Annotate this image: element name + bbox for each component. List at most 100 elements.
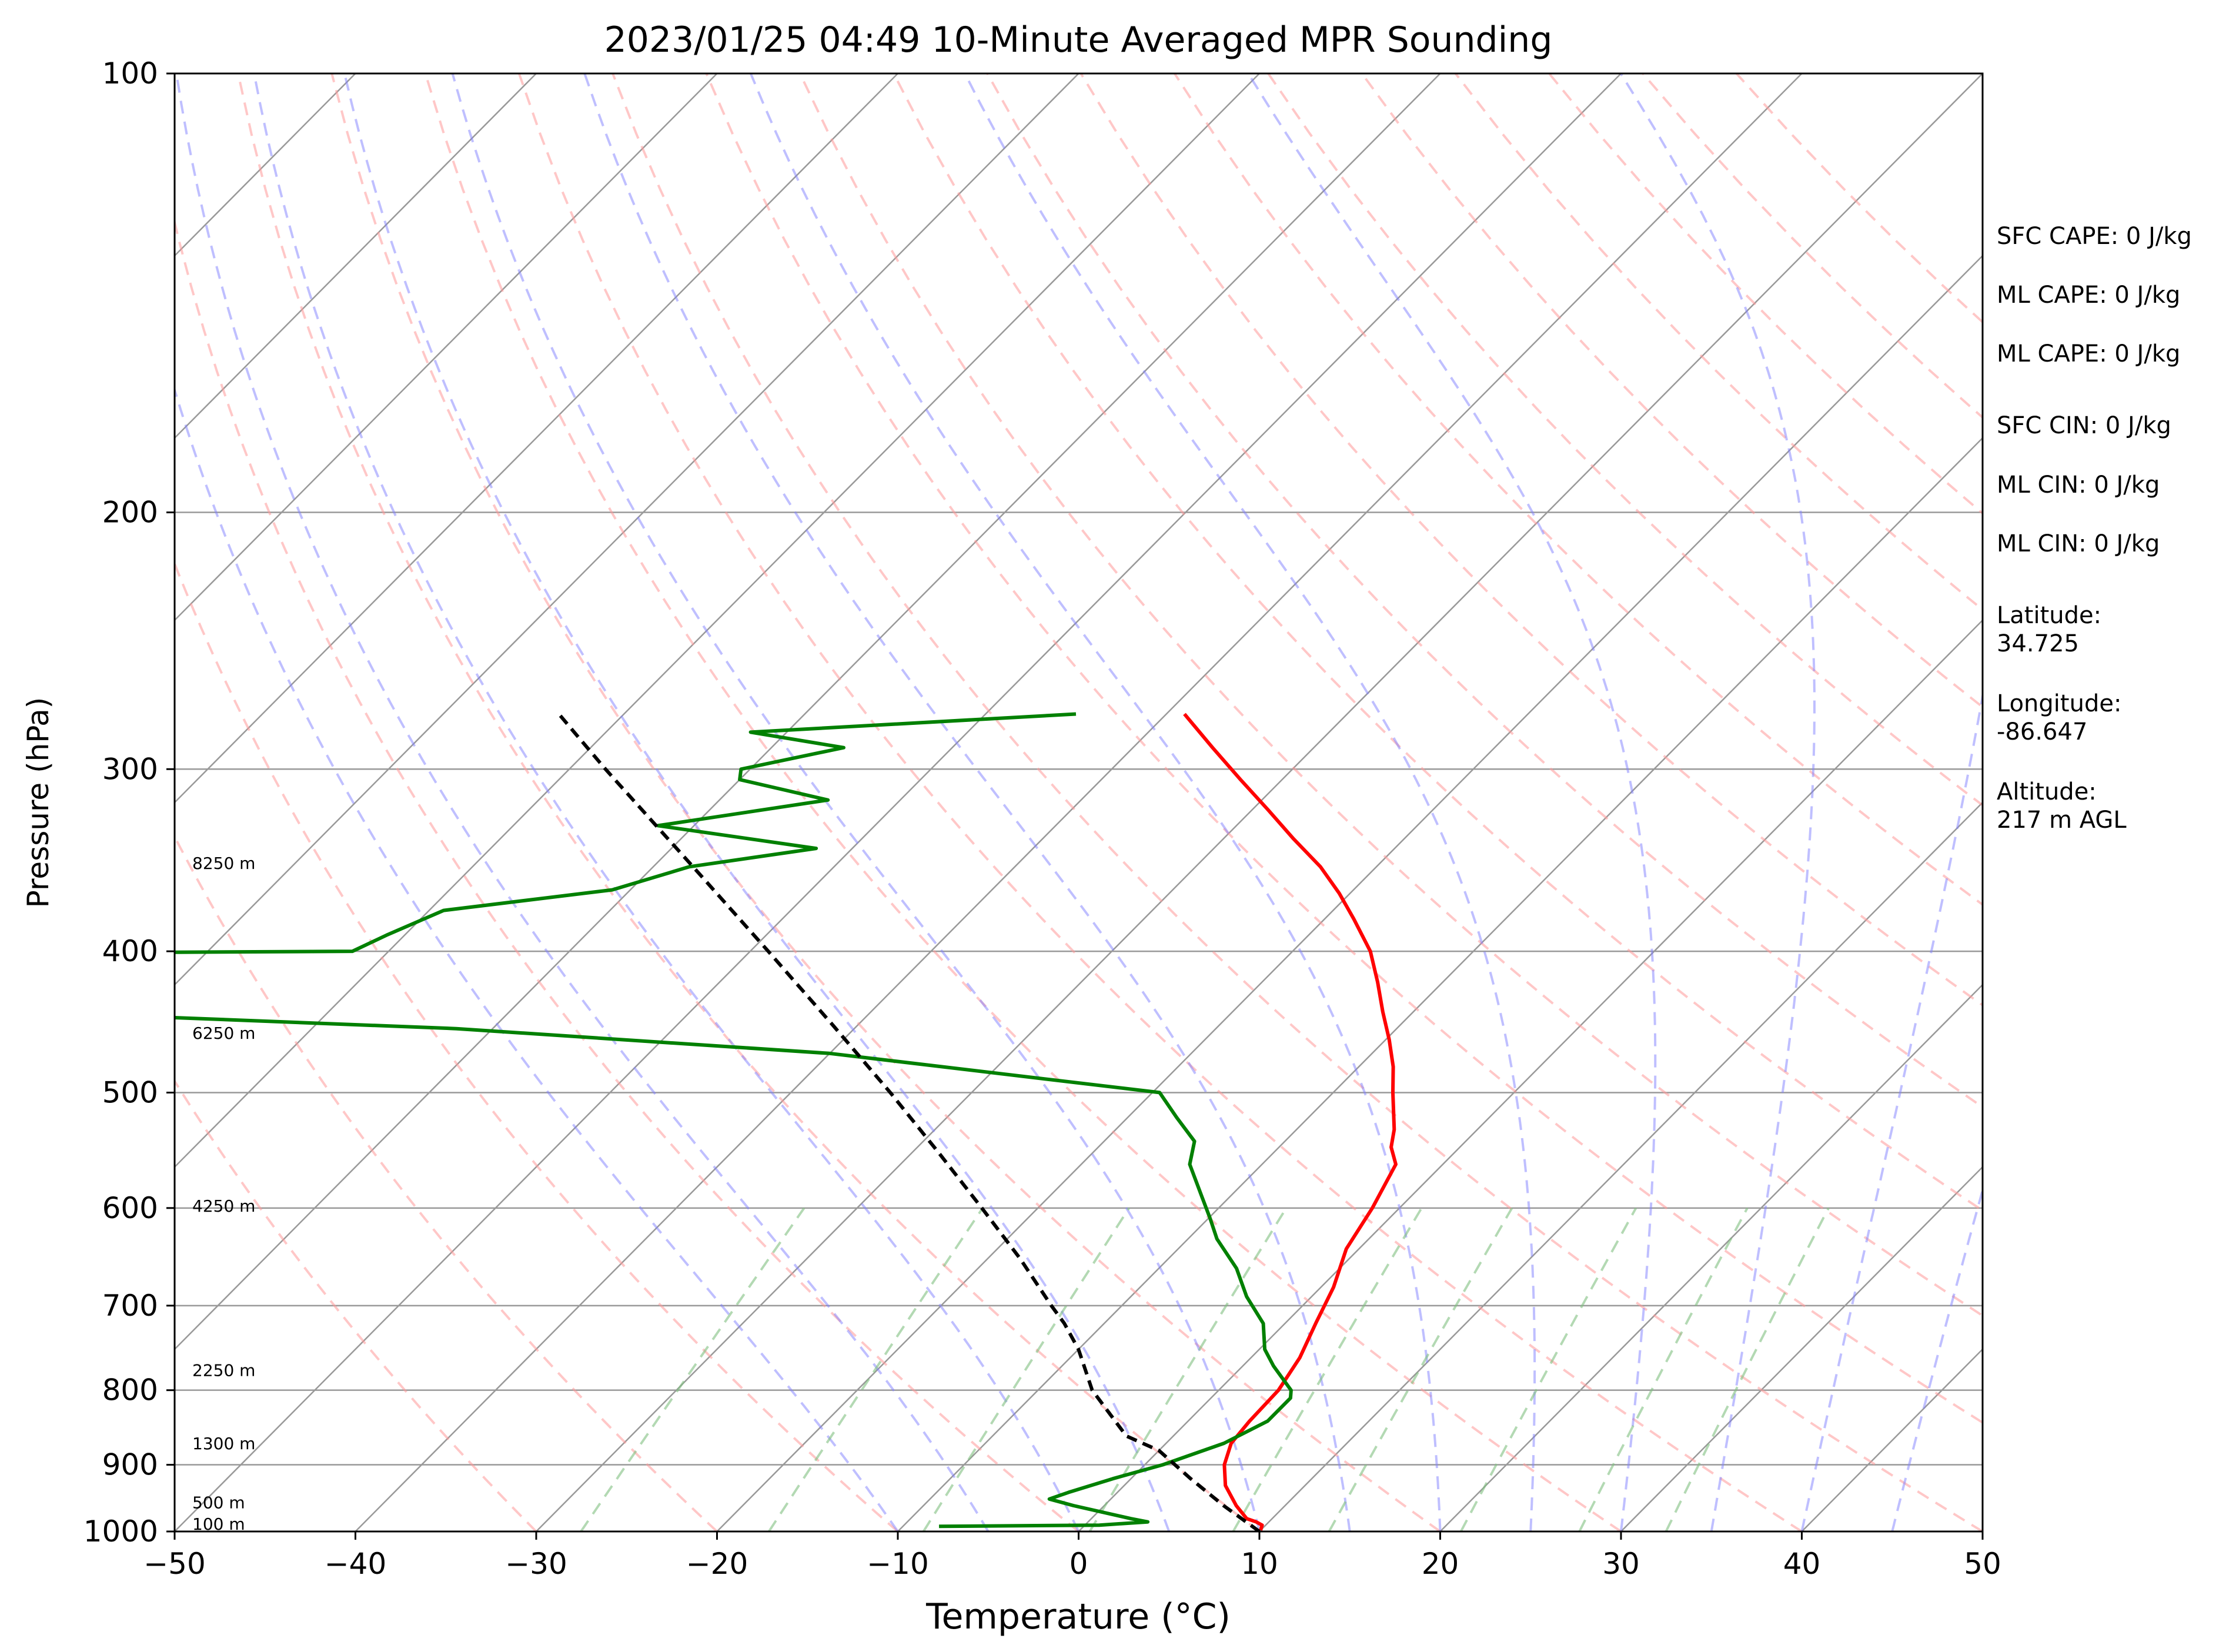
moist-adiabat-line (1247, 73, 1657, 1531)
mixing-ratio-line (1578, 1207, 1749, 1531)
x-tick-label: −40 (325, 1547, 387, 1581)
x-tick-label: 10 (1241, 1547, 1278, 1581)
x-tick-label: −30 (505, 1547, 567, 1581)
stat-ml-cin: ML CIN: 0 J/kg (1997, 471, 2160, 499)
dry-adiabat-line (237, 73, 1261, 1531)
isotherm-line (1439, 984, 1983, 1531)
y-tick-label: 800 (102, 1373, 158, 1407)
dry-adiabat-line (424, 73, 1622, 1531)
moist-adiabat-line (583, 73, 1351, 1531)
isotherm-line (175, 73, 1441, 1350)
y-tick-label: 100 (102, 56, 158, 91)
dry-adiabat-line (893, 73, 1983, 1212)
sounding-traces (175, 712, 1398, 1531)
y-tick-label: 500 (102, 1075, 158, 1109)
isotherm-line (716, 255, 1983, 1531)
dry-adiabat-line (175, 560, 899, 1531)
height-label: 4250 m (192, 1196, 255, 1216)
height-label: 2250 m (192, 1360, 255, 1380)
latitude-label: Latitude: (1997, 602, 2101, 629)
moist-adiabat-line (253, 73, 1080, 1531)
dewpoint-line (175, 712, 1293, 1529)
height-labels: 100 m 500 m 1300 m 2250 m 4250 m 6250 m 8250 m (192, 854, 255, 1534)
y-tick-label: 200 (102, 496, 158, 530)
moist-adiabat-line (175, 73, 990, 1531)
x-tick-label: 30 (1602, 1547, 1640, 1581)
isotherm-line (1259, 801, 1983, 1531)
altitude-label: Altitude: (1997, 778, 2097, 805)
y-tick-label: 600 (102, 1191, 158, 1225)
height-label: 6250 m (192, 1024, 255, 1043)
x-tick-label: −20 (686, 1547, 748, 1581)
isotherm-line (355, 73, 1803, 1531)
isotherm-line (175, 73, 1622, 1531)
height-label: 500 m (192, 1493, 245, 1512)
moist-adiabat-line (343, 73, 1171, 1531)
moist-adiabat-line (1891, 1186, 1983, 1531)
stat-ml-cape: ML CAPE: 0 J/kg (1997, 282, 2180, 309)
moist-adiabat-line (175, 386, 899, 1531)
moist-adiabat-line (749, 73, 1442, 1531)
x-tick-label: −50 (143, 1547, 206, 1581)
y-tick-label: 300 (102, 752, 158, 786)
parcel-line (557, 713, 1261, 1531)
moist-adiabat-line (451, 73, 1261, 1531)
dry-adiabat-line (1267, 73, 1983, 807)
altitude-value: 217 m AGL (1997, 807, 2127, 834)
temperature-line (1183, 713, 1398, 1531)
mixing-ratio-line (1665, 1207, 1830, 1531)
height-label: 100 m (192, 1514, 245, 1534)
x-axis-label: Temperature (°C) (925, 1596, 1231, 1637)
stat-sfc-cin: SFC CIN: 0 J/kg (1997, 412, 2171, 439)
background-lines (175, 73, 1983, 1531)
isotherm-line (175, 73, 537, 439)
x-tick-label: −10 (867, 1547, 929, 1581)
height-label: 1300 m (192, 1434, 255, 1453)
dry-adiabat-line (175, 1079, 537, 1531)
dry-adiabat-line (798, 73, 1983, 1317)
longitude-value: -86.647 (1997, 718, 2087, 745)
moist-adiabat-line (1800, 690, 1983, 1531)
stat-sfc-cape: SFC CAPE: 0 J/kg (1997, 223, 2192, 250)
mixing-ratio-line (922, 1207, 1131, 1531)
x-tick-label: 20 (1422, 1547, 1459, 1581)
axis-ticks: −50 −40 −30 −20 −10 0 10 20 30 40 50 100 200 300 400 50… (83, 56, 2001, 1581)
mixing-ratio-line (768, 1207, 984, 1531)
dry-adiabat-line (986, 73, 1983, 1109)
dry-adiabat-line (1174, 73, 1983, 907)
y-tick-label: 900 (102, 1448, 158, 1482)
y-tick-label: 1000 (83, 1514, 158, 1549)
y-axis-label: Pressure (hPa) (21, 697, 55, 908)
isotherm-line (897, 437, 1983, 1531)
x-tick-label: 40 (1783, 1547, 1821, 1581)
dry-adiabat-line (611, 73, 1983, 1531)
height-label: 8250 m (192, 854, 255, 873)
dry-adiabat-line (517, 73, 1803, 1531)
moist-adiabat-line (964, 73, 1536, 1531)
isotherm-line (1620, 1166, 1983, 1531)
isotherm-line (175, 73, 1260, 1168)
isotherm-line (175, 73, 898, 804)
x-tick-label: 50 (1964, 1547, 2001, 1581)
isotherm-line (175, 73, 718, 621)
stats-panel: SFC CAPE: 0 J/kg ML CAPE: 0 J/kg ML CAPE… (1997, 223, 2192, 834)
dry-adiabat-line (330, 73, 1441, 1531)
moist-adiabat-line (1619, 73, 1816, 1531)
mixing-ratio-line (1232, 1207, 1423, 1531)
isotherm-line (175, 73, 1079, 986)
mixing-ratio-line (580, 1207, 805, 1531)
stat-ml-cin-2: ML CIN: 0 J/kg (1997, 530, 2160, 557)
dry-adiabat-line (705, 73, 1983, 1424)
x-tick-label: 0 (1069, 1547, 1088, 1581)
longitude-label: Longitude: (1997, 690, 2121, 717)
chart-title: 2023/01/25 04:49 10-Minute Averaged MPR … (604, 19, 1553, 61)
mixing-ratio-line (1459, 1207, 1637, 1531)
y-tick-label: 700 (102, 1289, 158, 1323)
y-tick-label: 400 (102, 934, 158, 968)
isotherm-line (1078, 619, 1983, 1531)
mixing-ratio-line (1088, 1207, 1288, 1531)
dry-adiabat-line (175, 834, 718, 1531)
dry-adiabat-line (175, 217, 1079, 1531)
mixing-ratio-line (1328, 1207, 1513, 1531)
